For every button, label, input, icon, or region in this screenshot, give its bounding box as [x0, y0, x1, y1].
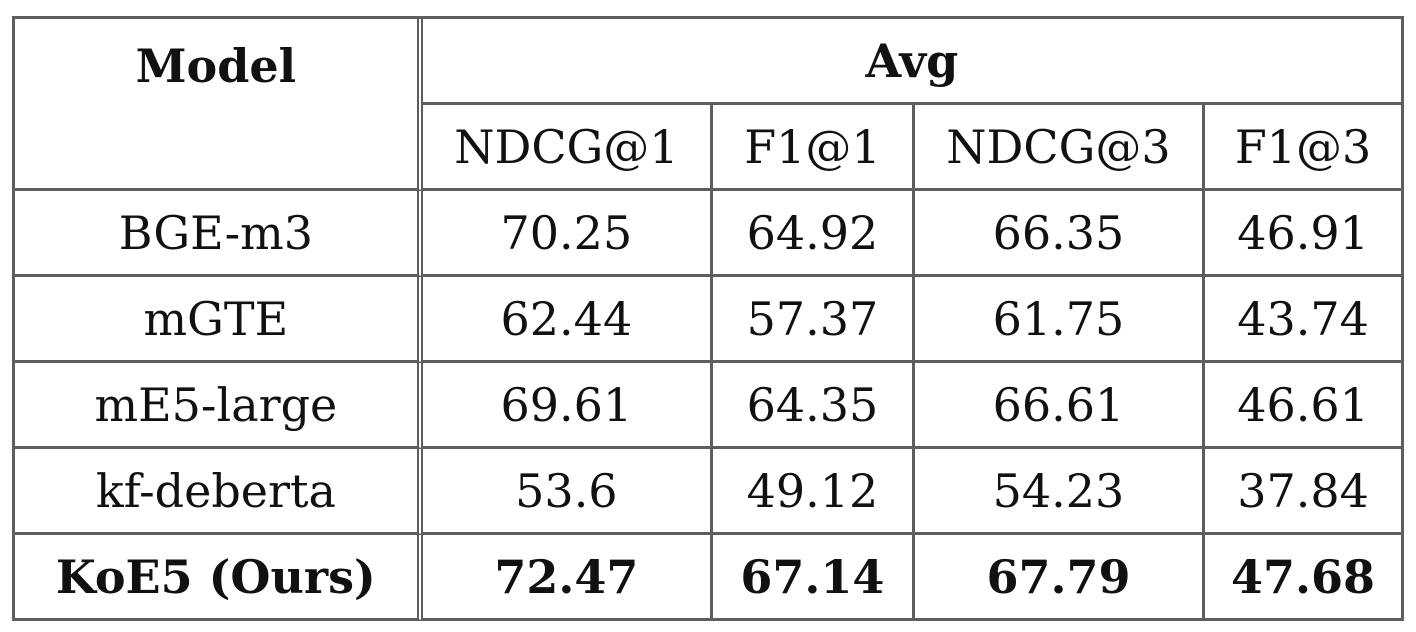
- results-table: Model Avg NDCG@1 F1@1 NDCG@3 F1@3 BGE-m3…: [12, 16, 1404, 621]
- value-cell: 61.75: [914, 277, 1206, 363]
- metric-header-ndcg3: NDCG@3: [914, 105, 1206, 191]
- value-cell: 53.6: [422, 449, 713, 535]
- model-name-cell: mGTE: [15, 277, 423, 363]
- table-row: mGTE 62.44 57.37 61.75 43.74: [15, 277, 1404, 363]
- value-cell: 46.61: [1205, 363, 1404, 449]
- value-cell: 66.35: [914, 191, 1206, 277]
- value-cell: 37.84: [1205, 449, 1404, 535]
- metric-header-ndcg1: NDCG@1: [422, 105, 713, 191]
- model-name-cell: mE5-large: [15, 363, 423, 449]
- value-cell: 66.61: [914, 363, 1206, 449]
- value-cell: 64.35: [712, 363, 915, 449]
- table-row-ours: KoE5 (Ours) 72.47 67.14 67.79 47.68: [15, 535, 1404, 621]
- value-cell: 43.74: [1205, 277, 1404, 363]
- value-cell: 67.14: [712, 535, 915, 621]
- metric-header-f1-1: F1@1: [712, 105, 915, 191]
- avg-group-header: Avg: [422, 19, 1404, 105]
- value-cell: 47.68: [1205, 535, 1404, 621]
- model-column-header: Model: [15, 19, 423, 191]
- header-row-group: Model Avg: [15, 19, 1404, 191]
- value-cell: 64.92: [712, 191, 915, 277]
- value-cell: 70.25: [422, 191, 713, 277]
- value-cell: 62.44: [422, 277, 713, 363]
- table-row: kf-deberta 53.6 49.12 54.23 37.84: [15, 449, 1404, 535]
- value-cell: 54.23: [914, 449, 1206, 535]
- value-cell: 49.12: [712, 449, 915, 535]
- value-cell: 67.79: [914, 535, 1206, 621]
- metric-header-f1-3: F1@3: [1205, 105, 1404, 191]
- model-name-cell: BGE-m3: [15, 191, 423, 277]
- model-name-cell: kf-deberta: [15, 449, 423, 535]
- value-cell: 46.91: [1205, 191, 1404, 277]
- model-name-cell: KoE5 (Ours): [15, 535, 423, 621]
- table-row: BGE-m3 70.25 64.92 66.35 46.91: [15, 191, 1404, 277]
- value-cell: 57.37: [712, 277, 915, 363]
- value-cell: 69.61: [422, 363, 713, 449]
- value-cell: 72.47: [422, 535, 713, 621]
- header-row-metrics: NDCG@1 F1@1 NDCG@3 F1@3: [15, 105, 1404, 191]
- table-row: mE5-large 69.61 64.35 66.61 46.61: [15, 363, 1404, 449]
